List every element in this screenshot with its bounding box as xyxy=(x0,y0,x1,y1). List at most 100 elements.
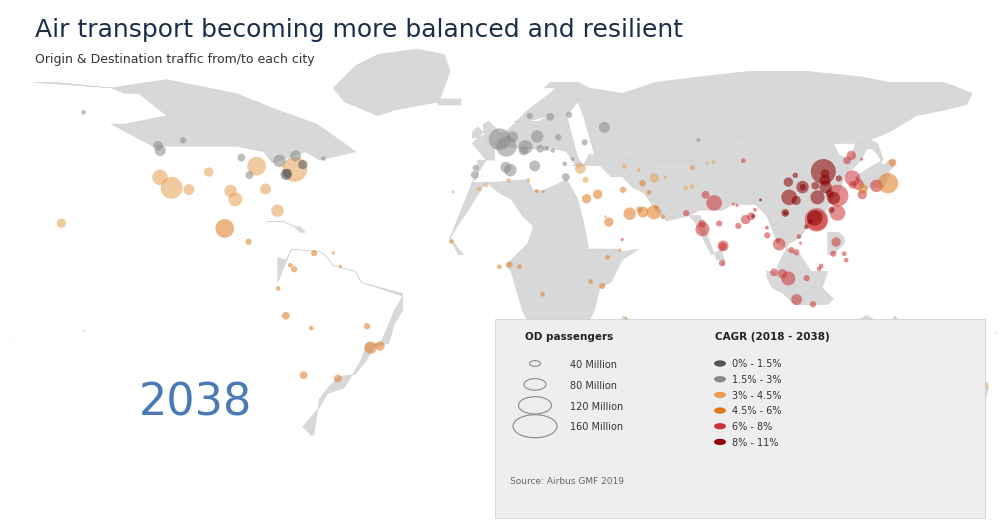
Circle shape xyxy=(364,323,370,329)
Circle shape xyxy=(735,204,739,207)
Circle shape xyxy=(282,157,307,182)
Text: CAGR (2018 - 2038): CAGR (2018 - 2038) xyxy=(715,332,830,342)
Circle shape xyxy=(549,325,552,328)
Circle shape xyxy=(298,160,307,169)
Circle shape xyxy=(810,301,816,308)
Polygon shape xyxy=(800,288,833,304)
Circle shape xyxy=(582,177,589,183)
Circle shape xyxy=(690,165,695,170)
Circle shape xyxy=(542,190,545,194)
Polygon shape xyxy=(811,316,922,388)
Circle shape xyxy=(228,192,242,206)
Circle shape xyxy=(759,198,762,201)
Text: 80 Million: 80 Million xyxy=(570,381,617,391)
Circle shape xyxy=(856,177,859,180)
Circle shape xyxy=(535,189,539,193)
Circle shape xyxy=(753,208,757,212)
Circle shape xyxy=(575,350,582,357)
Circle shape xyxy=(830,205,845,221)
Circle shape xyxy=(719,260,725,266)
Circle shape xyxy=(562,173,570,181)
Circle shape xyxy=(719,243,727,251)
Text: 0% - 1.5%: 0% - 1.5% xyxy=(732,359,782,369)
Circle shape xyxy=(784,177,793,187)
Polygon shape xyxy=(514,88,578,121)
Circle shape xyxy=(797,234,801,239)
Circle shape xyxy=(664,176,667,179)
Circle shape xyxy=(706,162,709,165)
Circle shape xyxy=(804,224,809,229)
Circle shape xyxy=(566,112,572,118)
Circle shape xyxy=(618,248,621,252)
Polygon shape xyxy=(978,382,989,405)
Circle shape xyxy=(804,275,810,281)
Circle shape xyxy=(690,184,695,189)
Circle shape xyxy=(582,139,588,145)
Circle shape xyxy=(224,185,237,197)
Circle shape xyxy=(260,184,271,195)
Circle shape xyxy=(781,209,789,217)
Circle shape xyxy=(237,154,245,162)
Circle shape xyxy=(858,190,867,199)
Circle shape xyxy=(807,210,823,226)
Circle shape xyxy=(830,251,836,257)
Text: Source: Airbus GMF 2019: Source: Airbus GMF 2019 xyxy=(510,477,624,486)
Text: Air transport becoming more balanced and resilient: Air transport becoming more balanced and… xyxy=(35,18,683,42)
Circle shape xyxy=(517,265,522,269)
Circle shape xyxy=(800,184,806,190)
Circle shape xyxy=(546,113,554,121)
Circle shape xyxy=(821,169,829,178)
Circle shape xyxy=(527,113,533,119)
Text: OD passengers: OD passengers xyxy=(525,332,613,342)
Circle shape xyxy=(588,279,593,284)
Circle shape xyxy=(995,332,996,333)
Circle shape xyxy=(732,202,735,206)
Circle shape xyxy=(620,187,626,193)
Polygon shape xyxy=(961,377,983,410)
Circle shape xyxy=(582,194,591,203)
Circle shape xyxy=(817,266,822,271)
Polygon shape xyxy=(33,79,356,163)
Circle shape xyxy=(334,374,342,382)
Circle shape xyxy=(601,330,604,333)
Circle shape xyxy=(718,241,729,252)
Circle shape xyxy=(500,162,511,173)
Polygon shape xyxy=(861,160,894,194)
Polygon shape xyxy=(722,255,725,266)
Circle shape xyxy=(827,185,848,207)
Text: 120 Million: 120 Million xyxy=(570,402,623,412)
Text: 6% - 8%: 6% - 8% xyxy=(732,422,772,432)
Circle shape xyxy=(153,141,163,150)
Circle shape xyxy=(536,145,544,153)
Circle shape xyxy=(770,268,778,276)
Circle shape xyxy=(706,195,722,211)
Circle shape xyxy=(550,148,555,153)
Text: 40 Million: 40 Million xyxy=(570,360,617,370)
Circle shape xyxy=(543,146,548,151)
Circle shape xyxy=(451,190,455,194)
Polygon shape xyxy=(333,49,450,116)
Circle shape xyxy=(791,294,802,305)
Text: 1.5% - 3%: 1.5% - 3% xyxy=(732,375,782,385)
Circle shape xyxy=(781,271,795,286)
Circle shape xyxy=(13,340,14,342)
Circle shape xyxy=(623,208,636,220)
Circle shape xyxy=(683,186,688,190)
Circle shape xyxy=(57,219,66,228)
Circle shape xyxy=(920,353,930,364)
Circle shape xyxy=(548,372,556,380)
Circle shape xyxy=(155,145,166,156)
Circle shape xyxy=(605,255,610,260)
Circle shape xyxy=(599,122,610,133)
Circle shape xyxy=(698,220,706,228)
Circle shape xyxy=(808,220,813,224)
Circle shape xyxy=(282,312,290,320)
Circle shape xyxy=(961,344,963,345)
Circle shape xyxy=(309,326,313,331)
Circle shape xyxy=(83,330,85,332)
Circle shape xyxy=(696,138,700,142)
Circle shape xyxy=(473,165,479,171)
Text: 8% - 11%: 8% - 11% xyxy=(732,438,778,448)
Circle shape xyxy=(912,369,926,383)
Circle shape xyxy=(531,130,543,143)
